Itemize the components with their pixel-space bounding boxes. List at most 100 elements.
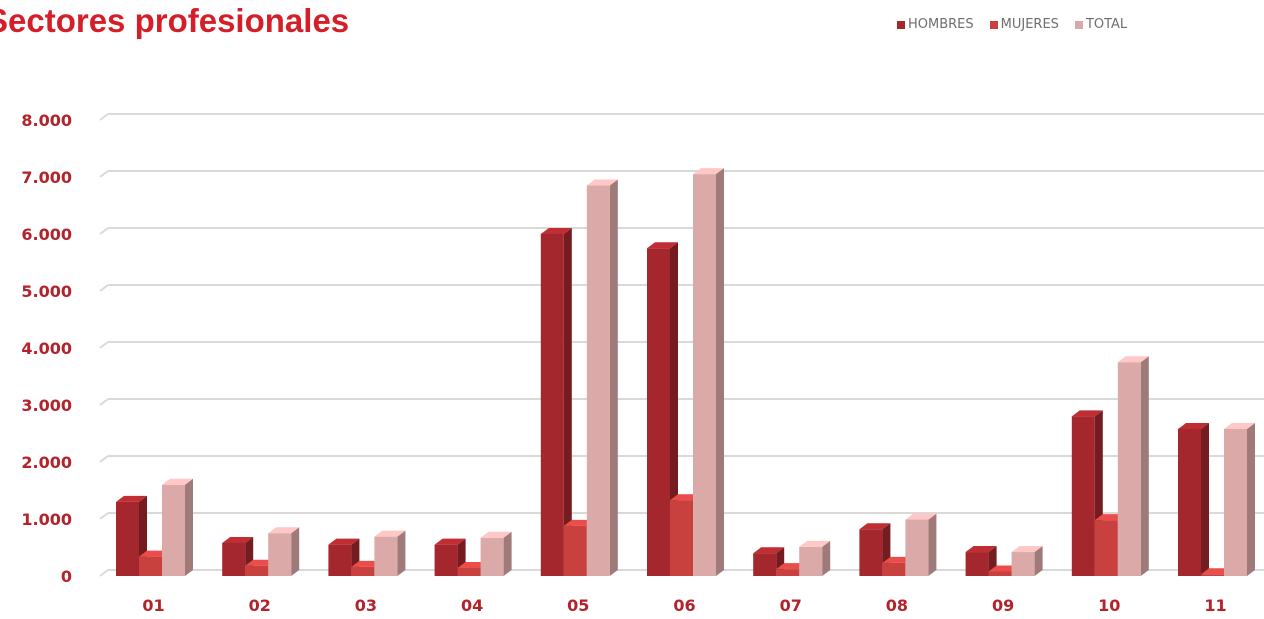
gridline-depth [99, 512, 109, 520]
bar-mujeres-06 [670, 500, 693, 576]
gridline-depth [99, 170, 109, 178]
bar-total-02 [268, 533, 292, 576]
bar-top [328, 538, 360, 545]
bar-hombres-04 [434, 544, 458, 576]
bar-side [397, 530, 406, 576]
legend-label-mujeres: MUJERES [1000, 17, 1059, 32]
bar-hombres-07 [753, 553, 777, 576]
bar-side [928, 513, 937, 576]
legend-swatch-hombres [897, 20, 905, 29]
legend-swatch-total [1074, 20, 1083, 29]
bar-mujeres-09 [988, 571, 1012, 576]
y-tick-label: 1.000 [21, 510, 72, 529]
bar-side [185, 478, 193, 576]
gridline-depth [99, 569, 109, 577]
bar-top [799, 540, 831, 547]
y-tick-label: 4.000 [21, 339, 72, 358]
bar-side [609, 179, 618, 577]
bar-total-09 [1011, 552, 1035, 576]
x-tick-label: 04 [461, 596, 483, 615]
bar-side [716, 168, 724, 576]
bar-top [374, 530, 406, 537]
bar-top [1224, 422, 1255, 429]
bar-total-03 [374, 536, 398, 576]
bar-mujeres-05 [563, 525, 587, 576]
bar-hombres-03 [328, 544, 352, 576]
y-tick-label: 8.000 [21, 111, 72, 130]
y-tick-label: 7.000 [21, 168, 72, 187]
bar-top [647, 242, 678, 249]
bar-total-01 [162, 484, 185, 576]
bar-hombres-09 [965, 552, 989, 576]
bar-hombres-02 [222, 542, 246, 576]
bar-total-06 [693, 174, 716, 576]
bar-mujeres-02 [245, 565, 269, 576]
bar-side [1034, 546, 1043, 576]
x-tick-label: 06 [673, 596, 695, 615]
y-tick-label: 2.000 [21, 453, 72, 472]
legend-item-mujeres: MUJERES [989, 17, 1059, 32]
gridline-depth [99, 113, 109, 121]
y-tick-label: 0 [61, 567, 72, 586]
bar-hombres-08 [859, 529, 883, 576]
x-tick-label: 07 [780, 596, 802, 615]
bar-side [291, 527, 300, 576]
bar-top [162, 478, 193, 485]
bar-top [1071, 410, 1103, 417]
bar-side [822, 540, 831, 576]
bar-top [1117, 356, 1149, 363]
gridline-depth [99, 341, 109, 349]
bar-top [268, 527, 300, 534]
x-tick-label: 01 [142, 596, 164, 615]
y-tick-label: 5.000 [21, 282, 72, 301]
legend-label-hombres: HOMBRES [908, 17, 974, 32]
bar-hombres-06 [647, 248, 670, 576]
bar-top [965, 546, 997, 553]
bar-mujeres-10 [1094, 520, 1118, 576]
bar-mujeres-11 [1201, 574, 1224, 576]
x-tick-label: 03 [355, 596, 377, 615]
bar-total-07 [799, 546, 823, 576]
page-title: Sectores profesionales [0, 2, 350, 39]
bar-side [670, 242, 678, 576]
x-tick-label: 08 [886, 596, 908, 615]
bar-total-10 [1117, 362, 1141, 576]
gridline-depth [99, 227, 109, 235]
bar-side [1247, 422, 1255, 576]
x-tick-label: 10 [1098, 596, 1120, 615]
bar-top [859, 523, 891, 530]
bar-total-11 [1224, 428, 1247, 576]
gridline-depth [99, 455, 109, 463]
legend-label-total: TOTAL [1085, 17, 1128, 32]
bar-top [222, 536, 254, 543]
bar-side [503, 531, 512, 576]
bar-top [434, 538, 466, 545]
bar-hombres-11 [1178, 428, 1201, 576]
bar-top [1178, 422, 1209, 429]
legend-item-hombres: HOMBRES [897, 17, 974, 32]
gridline-depth [99, 398, 109, 406]
bar-side [1201, 422, 1209, 576]
bar-top [116, 495, 147, 502]
y-tick-label: 3.000 [21, 396, 72, 415]
bar-side [1140, 356, 1149, 576]
x-tick-label: 11 [1204, 596, 1226, 615]
chart-legend: HOMBRES MUJERES TOTAL [897, 17, 1143, 32]
legend-swatch-mujeres [989, 20, 998, 29]
legend-item-total: TOTAL [1074, 17, 1128, 32]
bar-mujeres-07 [776, 569, 800, 576]
bar-mujeres-08 [882, 562, 906, 576]
x-tick-label: 09 [992, 596, 1014, 615]
bar-hombres-01 [116, 501, 139, 576]
bar-total-04 [480, 537, 504, 576]
bar-total-05 [586, 185, 610, 577]
bar-mujeres-03 [351, 566, 375, 576]
bar-top [540, 228, 572, 234]
bar-top [693, 168, 724, 175]
bar-mujeres-01 [139, 556, 162, 576]
bar-hombres-05 [540, 234, 564, 576]
bar-top [586, 179, 618, 186]
bar-top [1011, 546, 1043, 553]
gridline-depth [99, 284, 109, 292]
